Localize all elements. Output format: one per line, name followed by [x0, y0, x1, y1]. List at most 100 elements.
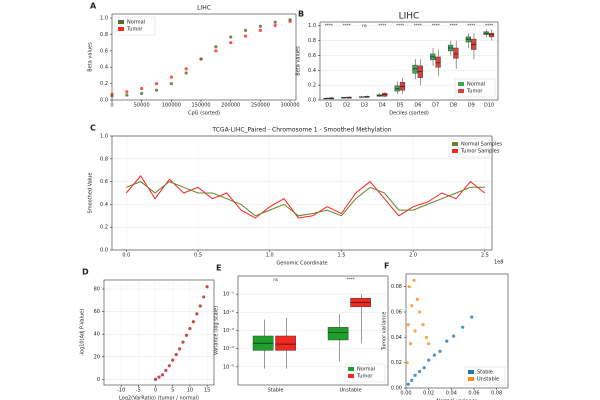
point	[205, 285, 209, 289]
legend-frame	[464, 366, 506, 386]
x-axis-label: Deciles (sorted)	[389, 111, 429, 117]
panel: B LIHC Deciles (sorted) Beta values 0.0 0.2 0.…	[296, 10, 499, 117]
y-tick-label: 0.2	[100, 81, 108, 87]
box	[435, 56, 441, 68]
x-tick-label: D4	[379, 103, 386, 109]
line	[125, 175, 486, 219]
legend-label: Normal	[357, 367, 375, 373]
legend-frame	[114, 16, 156, 36]
plot-frame	[111, 13, 297, 101]
significance-label: ****	[485, 23, 493, 28]
point	[229, 35, 233, 39]
point	[198, 304, 202, 308]
point	[214, 49, 218, 53]
y-tick-label: 10⁻³	[223, 328, 234, 334]
x-tick-label: D6	[414, 103, 421, 109]
y-axis-label: Tumor variance	[382, 312, 388, 352]
legend-frame	[344, 363, 386, 383]
point	[410, 304, 414, 308]
point	[199, 57, 203, 61]
panel-label: E	[216, 264, 221, 273]
point	[461, 325, 465, 329]
x-tick-label: 0.06	[468, 391, 479, 397]
point	[413, 373, 417, 377]
point	[243, 34, 248, 38]
point	[214, 45, 218, 49]
legend-swatch	[458, 82, 464, 86]
legend-swatch	[118, 20, 124, 24]
legend-label: Tumor	[466, 89, 483, 95]
x-tick-label: 1.5	[337, 253, 345, 259]
legend-label: Unstable	[477, 377, 499, 383]
significance-label: ****	[414, 23, 422, 28]
point	[415, 297, 419, 301]
significance-label: ****	[325, 23, 333, 28]
point	[413, 329, 417, 333]
significance-label: ****	[450, 23, 458, 28]
y-axis-label: Smoothed Value	[88, 173, 94, 214]
point	[258, 24, 262, 28]
significance-label: ns	[362, 23, 367, 28]
y-tick-label: 0.0	[100, 98, 108, 104]
line	[126, 181, 485, 217]
point	[427, 342, 431, 346]
point	[184, 71, 188, 75]
y-axis-label: Beta values	[296, 46, 302, 76]
point	[160, 373, 165, 377]
x-axis-label: Log2(VarRatio) (tumor / normal)	[119, 396, 199, 400]
point	[445, 339, 449, 343]
significance-label: ****	[347, 277, 355, 282]
y-tick-label: 0.0	[100, 248, 108, 254]
x-tick-label: D5	[397, 103, 404, 109]
x-tick-label: D2	[343, 103, 350, 109]
x-axis-label: CpG (sorted)	[188, 111, 220, 117]
point	[154, 88, 159, 92]
y-tick-label: 0.04	[391, 335, 402, 341]
point	[408, 342, 413, 346]
point	[202, 295, 206, 299]
x-tick-label: D1	[325, 103, 332, 109]
y-tick-label: 0.8	[308, 38, 316, 44]
point	[184, 333, 189, 337]
point	[169, 82, 173, 86]
x-tick-label: 0.5	[194, 253, 202, 259]
y-tick-label: 10⁻¹	[223, 292, 234, 298]
y-axis-label: Variance (log scale)	[214, 306, 220, 355]
y-axis-label: Beta values	[88, 42, 94, 72]
box	[399, 81, 406, 91]
y-tick-label: 0.00	[391, 386, 402, 392]
point	[405, 361, 409, 365]
significance-label: ****	[343, 23, 351, 28]
box	[394, 85, 400, 92]
box	[275, 335, 296, 351]
x-tick-label: D10	[484, 103, 494, 109]
significance-label: ****	[432, 23, 440, 28]
y-axis-label: -log10(Adj P-Value)	[80, 309, 86, 356]
x-tick-label: 150000	[191, 103, 210, 109]
legend-swatch	[118, 27, 124, 31]
significance-label: ****	[467, 23, 475, 28]
x-axis-label: Genomic Coordinate	[276, 261, 327, 267]
x-tick-label: 15	[204, 388, 210, 394]
legend-label: Tumor Samples	[460, 149, 500, 155]
box	[412, 64, 418, 74]
point	[125, 93, 129, 97]
x-tick-label: -5	[136, 388, 141, 394]
y-tick-label: 0.6	[100, 179, 108, 185]
panel: F Normal variance Tumor variance 0.00 0.02 0.…	[382, 262, 509, 400]
y-tick-label: 0.2	[100, 225, 108, 231]
point	[421, 323, 425, 327]
x-tick-label: 0	[110, 103, 113, 109]
point	[406, 382, 410, 386]
point	[110, 94, 114, 98]
point	[164, 368, 168, 372]
point	[195, 312, 199, 316]
y-tick-label: 1.0	[308, 23, 316, 29]
chart-title: LIHC	[399, 12, 420, 22]
y-tick-label: 0.08	[391, 284, 402, 290]
x-tick-label: D3	[361, 103, 368, 109]
y-tick-label: 0.6	[308, 53, 316, 59]
y-tick-label: 1.0	[100, 134, 108, 140]
y-tick-label: 10⁻²	[223, 310, 234, 316]
point	[140, 86, 144, 91]
